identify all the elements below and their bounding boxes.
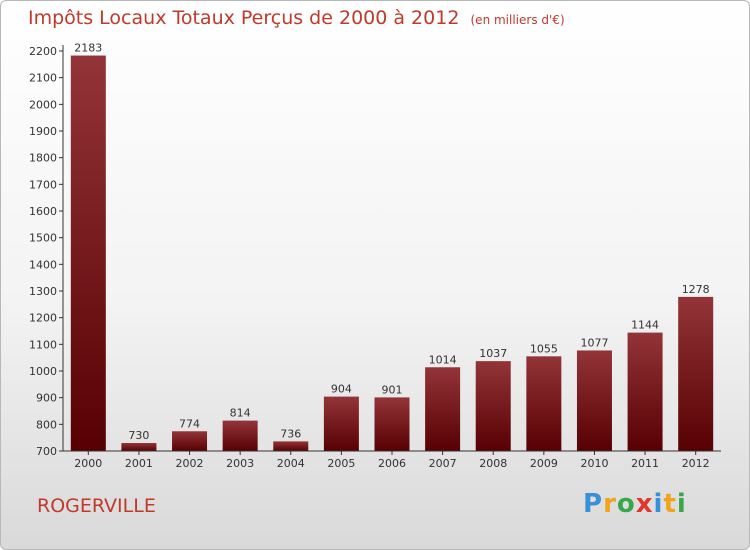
y-tick-label: 1800 <box>29 152 57 165</box>
x-tick-label: 2001 <box>125 457 153 470</box>
bar <box>374 397 410 451</box>
y-tick-label: 1400 <box>29 258 57 271</box>
title-unit: (en milliers d'€) <box>470 13 565 27</box>
x-tick-label: 2006 <box>378 457 406 470</box>
x-tick-label: 2002 <box>176 457 204 470</box>
y-tick-label: 2200 <box>29 45 57 58</box>
y-tick-label: 1000 <box>29 365 57 378</box>
bar <box>526 356 562 451</box>
chart-title: Impôts Locaux Totaux Perçus de 2000 à 20… <box>28 7 565 29</box>
x-tick-label: 2011 <box>631 457 659 470</box>
bar <box>425 367 461 451</box>
proxiti-logo: Proxiti <box>583 489 687 519</box>
bar <box>678 296 714 451</box>
bar-value-label: 1014 <box>429 353 457 366</box>
x-axis: 2000 2001 2002 2003 2004 2005 2006 2007 2008 2009… <box>63 450 721 470</box>
y-tick-label: 1900 <box>29 125 57 138</box>
x-tick-label: 2000 <box>74 457 102 470</box>
bar <box>627 332 663 451</box>
bar <box>475 361 511 451</box>
bar <box>222 420 258 451</box>
y-tick-label: 800 <box>36 418 57 431</box>
bar-value-label: 2183 <box>74 42 102 55</box>
bar-value-label: 1077 <box>580 336 608 349</box>
logo-letter: r <box>603 489 617 519</box>
bars: 2183 730 774 814 736 904 901 1014 1037 1055 1077 11… <box>70 42 714 452</box>
y-tick-label: 1500 <box>29 232 57 245</box>
y-tick-label: 1200 <box>29 312 57 325</box>
logo-letter: x <box>635 489 654 519</box>
bar-value-label: 1144 <box>631 319 659 332</box>
y-tick-label: 1700 <box>29 178 57 191</box>
city-label: ROGERVILLE <box>37 495 156 517</box>
logo-letter: o <box>616 489 636 519</box>
bar-value-label: 904 <box>331 383 352 396</box>
bar <box>323 396 359 451</box>
x-tick-label: 2010 <box>580 457 608 470</box>
bar <box>172 431 208 451</box>
bar <box>70 55 106 452</box>
title-main: Impôts Locaux Totaux Perçus de 2000 à 20… <box>28 7 460 29</box>
bar <box>121 443 157 451</box>
x-tick-label: 2012 <box>682 457 710 470</box>
bar-value-label: 901 <box>382 383 403 396</box>
bar-value-label: 1278 <box>682 283 710 296</box>
logo-letter: P <box>583 489 604 519</box>
bar-value-label: 1055 <box>530 342 558 355</box>
x-tick-label: 2004 <box>277 457 305 470</box>
y-tick-label: 2000 <box>29 98 57 111</box>
x-tick-label: 2005 <box>327 457 355 470</box>
bar <box>576 350 612 451</box>
logo-letter: t <box>663 489 677 519</box>
bar-value-label: 730 <box>128 429 149 442</box>
y-axis: 700 800 900 1000 1100 1200 1300 1400 1500 1600 170… <box>29 45 64 458</box>
x-tick-label: 2008 <box>479 457 507 470</box>
y-tick-label: 900 <box>36 392 57 405</box>
logo-letter: i <box>653 489 664 519</box>
bar-value-label: 814 <box>230 407 251 420</box>
y-tick-label: 1100 <box>29 338 57 351</box>
bar-value-label: 736 <box>280 427 301 440</box>
logo-letter: i <box>676 489 687 519</box>
bar-value-label: 1037 <box>479 347 507 360</box>
x-tick-label: 2009 <box>530 457 558 470</box>
y-tick-label: 1600 <box>29 205 57 218</box>
x-tick-label: 2007 <box>429 457 457 470</box>
y-tick-label: 2100 <box>29 72 57 85</box>
x-tick-label: 2003 <box>226 457 254 470</box>
bar-value-label: 774 <box>179 417 200 430</box>
y-tick-label: 700 <box>36 445 57 458</box>
bar <box>273 441 309 451</box>
y-tick-label: 1300 <box>29 285 57 298</box>
